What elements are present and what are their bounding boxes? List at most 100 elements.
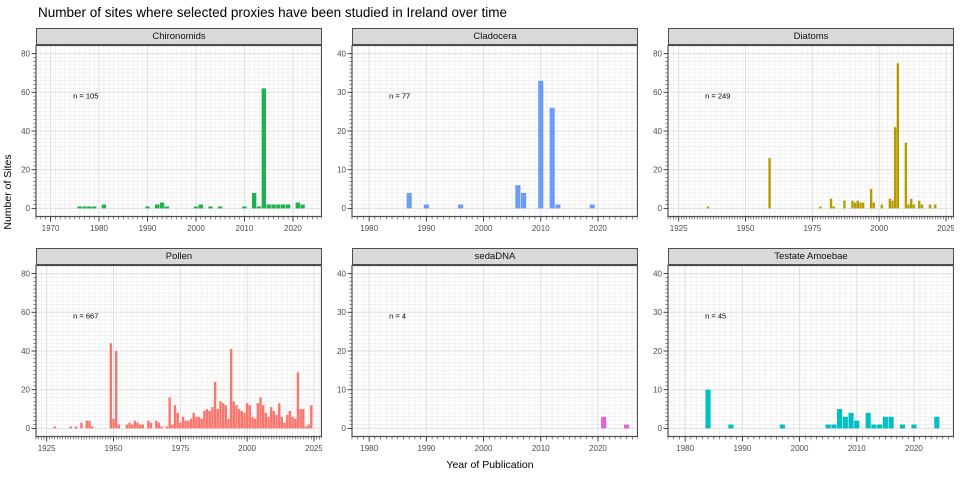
bar-chironomids-1976: [77, 206, 82, 209]
y-tick-label: 20: [21, 166, 30, 175]
bar-diatoms-1998: [872, 202, 876, 209]
bar-pollen-1982: [197, 416, 201, 429]
bar-cladocera-2013: [555, 204, 561, 209]
bar-testate-amoebae-2010: [854, 420, 860, 429]
x-tick-label: 1970: [42, 224, 60, 233]
bar-pollen-2019: [296, 372, 300, 429]
bar-pollen-2006: [261, 405, 265, 429]
bar-chironomids-2001: [198, 204, 203, 209]
bar-pollen-2021: [302, 409, 305, 429]
bar-diatoms-1997: [869, 189, 873, 209]
y-tick-label: 30: [653, 308, 662, 317]
bar-cladocera-1990: [423, 204, 429, 209]
bar-chironomids-1981: [101, 204, 107, 209]
bar-chironomids-1977: [82, 206, 87, 209]
bar-chironomids-2014: [261, 88, 267, 209]
facet-cladocera: Cladocera n = 77 0 10 20 30 40 1980 1990 2000 2010…: [330, 28, 638, 235]
x-tick-label: 2000: [475, 224, 493, 233]
y-tick-label: 30: [337, 88, 346, 97]
x-tick-label: 2020: [284, 224, 302, 233]
x-tick-label: 2020: [589, 444, 607, 453]
bar-testate-amoebae-1988: [728, 424, 734, 429]
x-tick-label: 2000: [870, 224, 888, 233]
bar-pollen-1934: [69, 426, 72, 429]
bar-diatoms-1959: [768, 158, 771, 209]
bar-pollen-2016: [288, 410, 292, 429]
bar-pollen-1978: [187, 420, 190, 429]
bar-pollen-1995: [232, 401, 235, 429]
y-tick-label: 20: [337, 347, 346, 356]
y-tick-label: 80: [21, 269, 30, 278]
bar-pollen-1958: [133, 420, 137, 429]
bar-testate-amoebae-2014: [877, 424, 883, 429]
bar-pollen-1961: [141, 424, 145, 429]
bar-pollen-1984: [203, 410, 206, 429]
y-tick-label: 40: [337, 49, 346, 58]
y-tick-label: 20: [21, 386, 30, 395]
facet-strip-diatoms: Diatoms: [668, 28, 954, 45]
x-tick-label: 1925: [38, 444, 56, 453]
x-tick-label: 1950: [105, 444, 123, 453]
bar-pollen-1971: [168, 397, 171, 429]
x-tick-label: 2000: [791, 444, 809, 453]
bar-cladocera-2010: [538, 80, 544, 209]
bar-pollen-1941: [88, 420, 91, 429]
bar-pollen-1949: [109, 343, 113, 429]
bar-pollen-1975: [179, 422, 182, 429]
bar-diatoms-1987: [843, 200, 846, 209]
bar-diatoms-2010: [904, 142, 908, 209]
x-tick-label: 1990: [733, 444, 751, 453]
bar-pollen-1979: [189, 418, 193, 429]
x-tick-label: 1975: [803, 224, 821, 233]
bar-pollen-1991: [221, 403, 225, 429]
facet-strip-chironomids: Chironomids: [36, 28, 322, 45]
bar-pollen-1998: [240, 410, 244, 429]
n-annotation-pollen: n = 667: [73, 311, 98, 320]
y-tick-label: 20: [653, 166, 662, 175]
bar-testate-amoebae-2008: [842, 416, 848, 429]
bar-pollen-2022: [304, 426, 308, 429]
bar-pollen-1983: [200, 418, 203, 429]
facet-plot-cladocera: n = 77 0 10 20 30 40 1980 1990 2000 2010 2020: [337, 45, 638, 233]
x-tick-label: 2025: [305, 444, 322, 453]
facet-chironomids: Chironomids n = 105 0 20 40 60 80 1970 1980 1990 2…: [14, 28, 322, 235]
bar-pollen-1997: [237, 409, 241, 429]
y-tick-label: 10: [653, 386, 662, 395]
bar-sedadna-2025: [623, 424, 630, 429]
bar-chironomids-2021: [295, 202, 300, 209]
bar-diatoms-1990: [851, 200, 854, 209]
bar-pollen-2004: [256, 403, 260, 429]
bar-pollen-2000: [245, 403, 249, 429]
bar-cladocera-2007: [521, 192, 527, 209]
x-tick-label: 1990: [139, 224, 157, 233]
bar-diatoms-1978: [819, 206, 822, 209]
x-tick-label: 1990: [417, 444, 435, 453]
bar-pollen-1967: [157, 422, 161, 429]
bar-pollen-1968: [160, 426, 163, 429]
bar-pollen-2010: [272, 410, 276, 429]
x-tick-label: 2000: [187, 224, 205, 233]
bar-cladocera-2012: [549, 107, 555, 209]
bar-diatoms-2012: [910, 198, 913, 209]
bar-chironomids-2015: [266, 204, 271, 209]
facet-strip-pollen: Pollen: [36, 248, 322, 265]
x-tick-label: 2025: [937, 224, 954, 233]
x-tick-label: 1980: [360, 444, 378, 453]
bar-diatoms-2016: [920, 204, 924, 209]
y-tick-label: 10: [337, 166, 346, 175]
bar-diatoms-1992: [856, 200, 859, 209]
n-annotation-sedadna: n = 4: [389, 311, 406, 320]
facet-grid: Chironomids n = 105 0 20 40 60 80 1970 1980 1990 2…: [14, 28, 954, 455]
bar-diatoms-2011: [907, 204, 910, 209]
facet-plot-pollen: n = 667 0 20 40 60 80 1925 1950 1975 2000 2025: [21, 265, 322, 453]
bar-diatoms-1983: [832, 206, 835, 209]
facet-testate-amoebae: Testate Amoebae n = 45 0 10 20 30 40 1980 1990 20…: [646, 248, 954, 455]
y-tick-label: 60: [653, 88, 662, 97]
bar-testate-amoebae-2016: [888, 416, 894, 429]
bar-pollen-2009: [270, 407, 273, 429]
bar-chironomids-1978: [87, 206, 92, 209]
facet-strip-testate-amoebae: Testate Amoebae: [668, 248, 954, 265]
facet-plot-chironomids: n = 105 0 20 40 60 80 1970 1980 1990 2000 2010 2020: [21, 45, 322, 233]
bar-pollen-1974: [176, 412, 179, 429]
